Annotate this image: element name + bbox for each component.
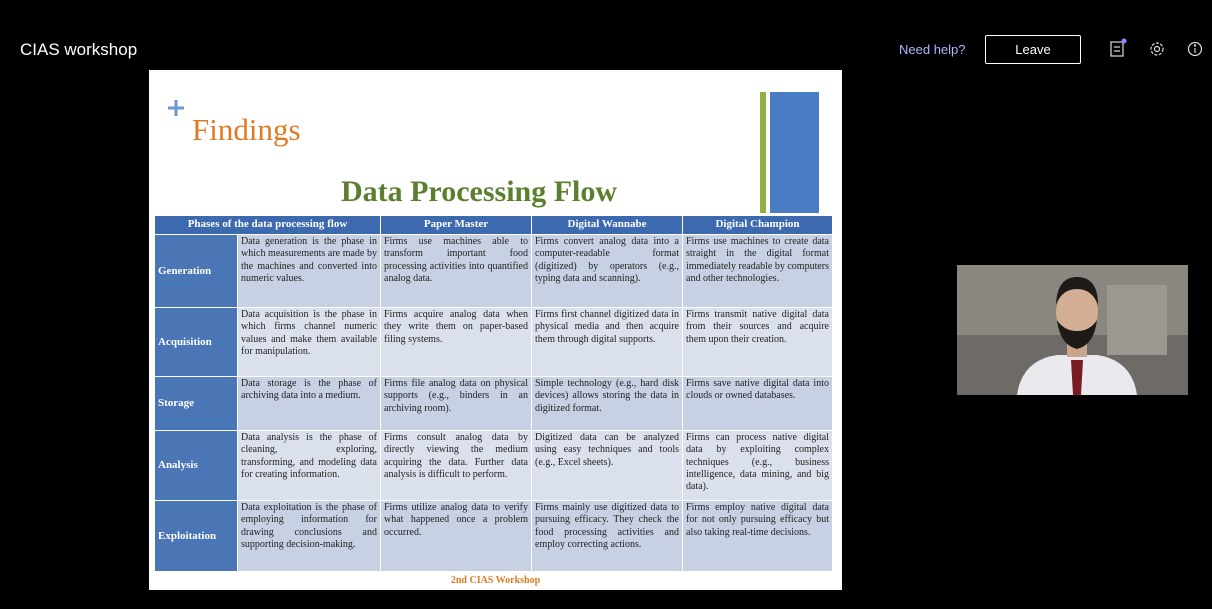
slide-title: Data Processing Flow: [340, 175, 618, 208]
table-header: Paper Master: [381, 216, 531, 234]
phase-label: Generation: [155, 235, 237, 307]
slide-footer: 2nd CIAS Workshop: [450, 575, 541, 586]
help-link[interactable]: Need help?: [899, 42, 966, 57]
table-cell: Digitized data can be analyzed using eas…: [532, 431, 682, 500]
table-cell: Firms utilize analog data to verify what…: [381, 501, 531, 571]
table-cell: Firms consult analog data by directly vi…: [381, 431, 531, 500]
findings-table: Phases of the data processing flow Paper …: [155, 216, 833, 575]
table-cell: Firms acquire analog data when they writ…: [381, 308, 531, 376]
slide-decoration: [168, 92, 819, 213]
table-cell: Data analysis is the phase of cleaning, …: [238, 431, 380, 500]
participant-video: [957, 265, 1188, 395]
phase-label: Analysis: [155, 431, 237, 500]
table-cell: Firms transmit native digital data from …: [683, 308, 832, 376]
table-header: Phases of the data processing flow: [155, 216, 380, 234]
table-cell: Firms convert analog data into a compute…: [532, 235, 682, 307]
table-header: Digital Wannabe: [532, 216, 682, 234]
table-header: Digital Champion: [683, 216, 832, 234]
toolbar-icons: [1110, 38, 1203, 57]
table-cell: Firms employ native digital data for not…: [683, 501, 832, 571]
shared-slide: Findings Data Processing Flow Phases of …: [149, 70, 842, 590]
phase-label: Exploitation: [155, 501, 237, 571]
table-cell: Data storage is the phase of archiving d…: [238, 377, 380, 430]
table-cell: Firms use machines able to transform imp…: [381, 235, 531, 307]
table-cell: Firms use machines to create data straig…: [683, 235, 832, 307]
table-cell: Data exploitation is the phase of employ…: [238, 501, 380, 571]
leave-button[interactable]: Leave: [985, 35, 1081, 64]
info-icon[interactable]: [1187, 41, 1203, 57]
table-cell: Firms mainly use digitized data to pursu…: [532, 501, 682, 571]
settings-icon[interactable]: [1150, 42, 1164, 56]
table-cell: Firms can process native digital data by…: [683, 431, 832, 500]
slide-heading: Findings: [192, 112, 301, 147]
phase-label: Storage: [155, 377, 237, 430]
table-cell: Simple technology (e.g., hard disk devic…: [532, 377, 682, 430]
phase-label: Acquisition: [155, 308, 237, 376]
table-cell: Data acquisition is the phase in which f…: [238, 308, 380, 376]
table-cell: Data generation is the phase in which me…: [238, 235, 380, 307]
meeting-title: CIAS workshop: [20, 40, 138, 59]
notes-icon[interactable]: [1110, 38, 1127, 57]
table-cell: Firms file analog data on physical suppo…: [381, 377, 531, 430]
table-cell: Firms first channel digitized data in ph…: [532, 308, 682, 376]
table-cell: Firms save native digital data into clou…: [683, 377, 832, 430]
